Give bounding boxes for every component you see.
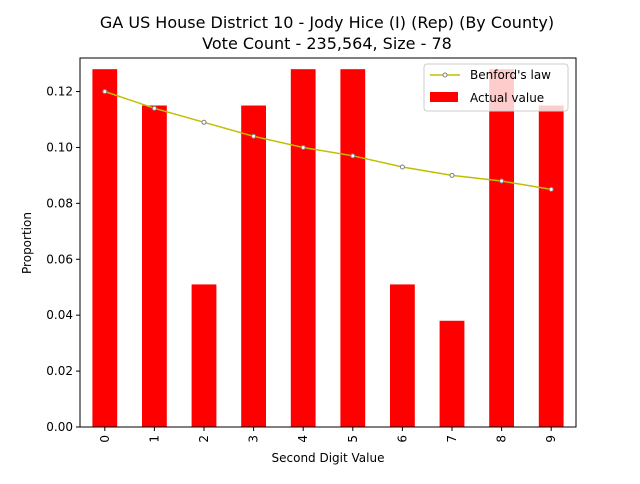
x-tick-label: 6	[395, 435, 409, 443]
y-axis-label: Proportion	[20, 212, 34, 274]
x-tick-label: 5	[346, 435, 360, 443]
x-tick-label: 8	[495, 435, 509, 443]
legend-benford-label: Benford's law	[470, 68, 551, 82]
bar-7	[439, 320, 465, 427]
bar-4	[290, 69, 316, 427]
legend: Benford's law Actual value	[423, 63, 569, 112]
y-tick-label: 0.12	[46, 85, 73, 99]
benford-line	[104, 90, 552, 191]
y-tick-label: 0.06	[46, 252, 73, 266]
x-tick-label: 7	[445, 435, 459, 443]
y-tick-label: 0.00	[46, 420, 73, 434]
bar-2	[191, 284, 217, 427]
x-tick-label: 0	[98, 435, 112, 443]
chart-subtitle: Vote Count - 235,564, Size - 78	[202, 34, 452, 53]
benford-point-8	[499, 178, 505, 184]
benford-point-9	[548, 186, 554, 192]
x-tick-label: 3	[247, 435, 261, 443]
bar-1	[142, 105, 167, 427]
bar-6	[390, 284, 415, 427]
bar-9	[538, 105, 564, 427]
legend-benford-marker	[442, 72, 448, 78]
x-tick-label: 1	[147, 435, 161, 443]
y-tick-label: 0.04	[46, 308, 73, 322]
x-axis-label: Second Digit Value	[272, 451, 385, 465]
benford-point-2	[201, 119, 207, 125]
benford-point-0	[102, 89, 108, 95]
plot-area: 0.00 0.02 0.04 0.06 0.08 0.10 0.12 0 1 2 3 4 5 6 7 8 9	[46, 57, 577, 443]
plot-frame	[79, 57, 577, 428]
legend-actual-swatch	[430, 92, 458, 102]
chart-title: GA US House District 10 - Jody Hice (I) …	[100, 13, 554, 32]
bar-5	[340, 69, 366, 427]
legend-actual-label: Actual value	[470, 91, 544, 105]
benford-point-1	[151, 105, 157, 111]
benford-point-7	[449, 172, 455, 178]
benford-point-5	[350, 153, 356, 159]
bar-3	[241, 105, 266, 427]
benford-point-3	[251, 133, 257, 139]
bar-8	[489, 69, 514, 427]
y-tick-label: 0.02	[46, 364, 73, 378]
y-tick-label: 0.10	[46, 140, 73, 154]
benford-point-6	[399, 164, 405, 170]
benford-point-4	[300, 144, 306, 150]
x-tick-label: 4	[296, 435, 310, 443]
x-tick-label: 2	[197, 435, 211, 443]
y-tick-label: 0.08	[46, 196, 73, 210]
bar-0	[92, 69, 118, 427]
x-tick-label: 9	[544, 435, 558, 443]
